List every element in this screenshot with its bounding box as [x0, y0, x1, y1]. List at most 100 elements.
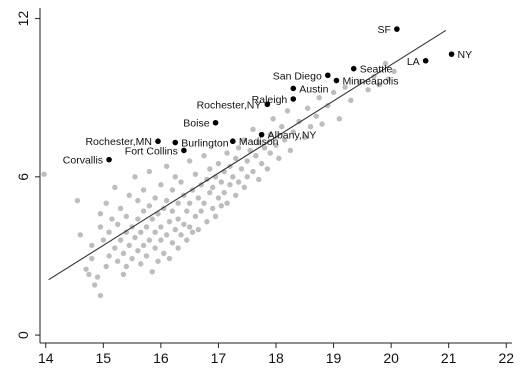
data-point — [74, 197, 81, 204]
data-point — [123, 213, 130, 220]
y-tick-label: 0 — [15, 331, 31, 339]
data-point — [244, 174, 250, 180]
data-point — [158, 182, 164, 188]
data-point — [267, 131, 273, 138]
data-point — [135, 197, 141, 204]
data-point — [307, 124, 314, 130]
data-point — [112, 245, 118, 251]
data-point — [209, 184, 216, 191]
data-point — [126, 242, 132, 249]
data-point — [218, 179, 225, 185]
labeled-data-point — [394, 26, 400, 32]
x-tick-label: 18 — [268, 350, 284, 366]
data-point — [175, 200, 181, 206]
point-label: LA — [407, 56, 420, 68]
data-point — [106, 229, 112, 235]
data-point — [135, 216, 141, 222]
data-point — [135, 247, 141, 254]
data-point — [258, 160, 265, 167]
data-point — [181, 221, 187, 227]
labeled-data-point — [264, 101, 271, 108]
x-tick-label: 17 — [211, 350, 227, 366]
labeled-data-point — [290, 85, 297, 92]
data-point — [224, 200, 230, 206]
data-point — [161, 250, 167, 257]
data-point — [281, 137, 288, 143]
data-point — [287, 147, 294, 154]
data-point — [256, 139, 262, 146]
data-point — [117, 205, 124, 212]
data-point — [215, 195, 222, 201]
data-point — [198, 208, 204, 214]
point-label: SF — [377, 24, 390, 36]
data-point — [253, 153, 259, 159]
data-point — [120, 271, 127, 278]
data-point — [106, 253, 112, 259]
data-point — [267, 150, 273, 156]
point-label: Fort Collins — [125, 145, 178, 157]
data-point — [149, 269, 155, 275]
data-point — [83, 266, 89, 272]
data-point — [365, 87, 371, 93]
data-point — [140, 187, 147, 193]
labeled-data-point — [422, 57, 429, 64]
data-point — [126, 192, 132, 198]
data-point — [302, 134, 308, 140]
data-point — [166, 218, 173, 225]
labeled-data-point — [448, 51, 455, 57]
data-point — [233, 155, 239, 162]
point-labels: SF NY LA Seattle San Diego Minneapolis Austin R… — [63, 24, 472, 167]
data-point — [86, 271, 92, 278]
unlabeled-points — [41, 60, 397, 299]
data-point — [250, 168, 256, 175]
data-point — [244, 158, 250, 164]
data-point — [41, 171, 47, 177]
data-point — [143, 224, 150, 230]
point-label: Seattle — [360, 64, 393, 76]
data-point — [89, 242, 95, 249]
labeled-data-point — [181, 147, 187, 154]
labeled-data-point — [106, 156, 112, 163]
data-point — [348, 97, 354, 104]
point-label: Raleigh — [252, 94, 288, 106]
data-point — [376, 81, 383, 88]
data-point — [207, 189, 213, 196]
data-point — [212, 213, 219, 220]
labeled-data-point — [350, 65, 357, 72]
labeled-points — [106, 26, 455, 163]
data-point — [342, 84, 348, 90]
data-point — [100, 237, 107, 243]
data-point — [163, 163, 170, 169]
point-label: Austin — [299, 83, 328, 95]
data-point — [186, 158, 193, 164]
y-tick-label: 6 — [15, 173, 31, 181]
data-point — [138, 261, 144, 267]
data-point — [313, 113, 319, 119]
data-point — [230, 174, 236, 180]
data-point — [385, 76, 391, 82]
data-point — [94, 274, 101, 280]
data-point — [330, 89, 337, 96]
data-point — [184, 208, 190, 214]
x-tick-label: 21 — [441, 350, 457, 366]
data-point — [146, 237, 153, 243]
data-point — [304, 105, 311, 111]
data-point — [172, 174, 178, 180]
data-point — [115, 258, 121, 264]
data-point — [336, 116, 343, 122]
data-point — [207, 166, 213, 172]
labeled-data-point — [230, 138, 236, 145]
data-point — [184, 237, 190, 243]
data-point — [273, 142, 279, 148]
data-point — [235, 145, 242, 151]
point-label: Burlington — [181, 138, 228, 150]
data-point — [186, 200, 193, 206]
data-point — [178, 232, 184, 238]
data-point — [163, 232, 170, 238]
data-point — [155, 258, 161, 264]
point-label: Rochester,NY — [197, 99, 262, 111]
data-point — [152, 245, 158, 251]
data-point — [186, 224, 193, 230]
data-point — [152, 195, 158, 201]
